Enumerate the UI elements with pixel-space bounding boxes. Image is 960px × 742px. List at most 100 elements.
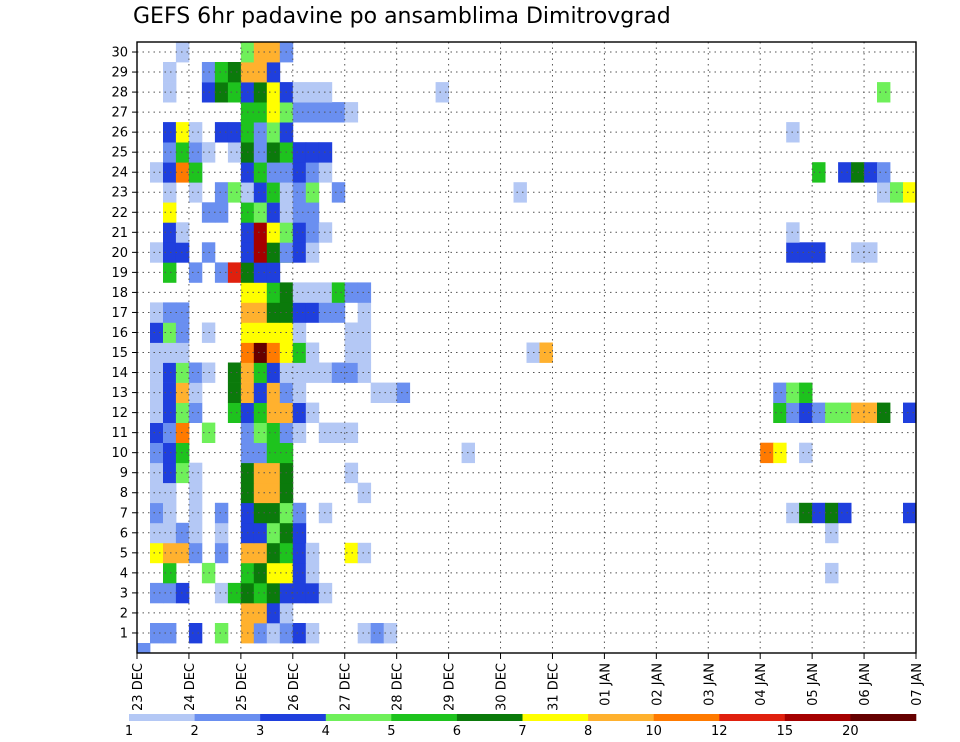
cell-m11-s15 [175,422,190,443]
x-tick-label-30-dec: 30 DEC [495,663,510,711]
cell-m25-s15 [175,142,190,163]
y-tick-label-25: 25 [111,146,128,161]
cell-m7-s18 [214,502,229,524]
cell-m21-s21 [253,222,268,243]
cell-m18-s29 [357,282,372,303]
cell-m19-s16 [188,262,203,283]
cell-m26-s18 [214,122,229,143]
cell-m8-s29 [357,482,372,504]
colorbar-swatch-4 [325,714,392,721]
x-tick-label-27-dec: 27 DEC [339,663,354,711]
x-tick-label-31-dec: 31 DEC [546,663,561,711]
cell-m26-s22 [266,122,281,143]
cell-m3-s15 [175,582,190,604]
cell-m23-s19 [227,182,242,203]
cell-m16-s29 [357,322,372,343]
cell-m20-s15 [175,242,190,263]
cell-m3-s25 [305,582,320,604]
cell-m13-s63 [799,382,813,403]
cell-m6-s15 [175,522,190,544]
cell-m18-s74 [942,282,955,302]
cell-m3-s24 [292,582,307,604]
cell-m12-s68 [864,402,878,423]
cell-m15-s43 [539,342,553,363]
cell-m14-s28 [344,362,359,383]
colorbar-swatch-8 [588,714,654,721]
cell-m0-s10 [111,643,124,663]
cell-m5-s24 [292,542,307,564]
cell-m3-s14 [163,582,177,604]
cell-m12-s14 [163,402,177,423]
y-tick-label-16: 16 [111,326,128,341]
cell-m14-s14 [163,362,177,383]
cell-m6-s24 [292,522,307,544]
cell-m12-s16 [188,402,203,423]
colorbar-swatch-9 [653,714,720,721]
cell-m19-s75 [955,262,960,282]
cell-m1-s29 [357,623,372,644]
cell-m15-s21 [253,342,268,363]
cell-m17-s15 [175,302,190,323]
cell-m24-s14 [163,162,177,183]
cell-m26-s21 [253,122,268,143]
cell-m21-s25 [305,222,320,243]
cell-m21-s24 [292,222,307,243]
colorbar-label-20: 20 [842,724,859,739]
x-tick-label-01-jan: 01 JAN [598,663,613,706]
cell-m7-s13 [150,502,164,524]
cell-m19-s18 [214,262,229,283]
cell-m9-s16 [188,462,203,484]
cell-m21-s15 [175,222,190,243]
cell-m12-s64 [812,402,826,423]
cell-m3-s21 [253,582,268,604]
cell-m7-s16 [188,502,203,524]
cell-m13-s15 [175,382,190,403]
cell-m17-s75 [955,302,960,322]
y-tick-label-2: 2 [120,606,128,621]
cell-m23-s14 [163,182,177,203]
cell-m1-s16 [188,623,203,644]
cell-m6-s14 [163,522,177,544]
y-tick-label-6: 6 [120,526,128,541]
y-tick-label-24: 24 [111,166,128,181]
cell-m11-s73 [929,423,942,443]
cell-m10-s63 [799,442,813,464]
cell-m2-s22 [266,602,281,624]
cell-m24-s64 [812,162,826,183]
cell-m7-s22 [266,502,281,524]
colorbar-swatch-6 [456,714,523,721]
y-tick-label-13: 13 [111,386,128,401]
cell-m1-s18 [214,623,229,644]
cell-m12-s15 [175,402,190,423]
colorbar-swatch-1 [129,714,195,721]
y-tick-label-29: 29 [111,66,128,81]
colorbar-label-3: 3 [256,724,264,739]
y-tick-label-20: 20 [111,246,128,261]
cell-m10-s15 [175,442,190,464]
colorbar-label-1: 1 [125,724,133,739]
cell-m8-s21 [253,482,268,504]
cell-m14-s25 [305,362,320,383]
cell-m9-s14 [163,462,177,484]
cell-m5-s29 [357,542,372,564]
cell-m1-s25 [305,623,320,644]
cell-m16-s24 [292,322,307,343]
plot-frame [136,41,917,654]
cell-m11-s28 [344,422,359,443]
x-tick-label-04-jan: 04 JAN [754,663,769,706]
colorbar-swatch-5 [391,714,458,721]
y-tick-label-17: 17 [111,306,128,321]
cell-m19-s14 [163,262,177,283]
cell-m23-s16 [188,182,203,203]
colorbar-label-7: 7 [518,724,526,739]
y-tick-label-9: 9 [120,466,128,481]
cell-m18-s25 [305,282,320,303]
cell-m21-s22 [266,222,281,243]
cell-m19-s22 [266,262,281,283]
cell-m30-s21 [253,42,268,63]
cell-m14-s29 [357,362,372,383]
cell-m22-s25 [305,202,320,223]
cell-m14-s19 [227,362,242,383]
cell-m24-s25 [305,162,320,183]
cell-m17-s25 [305,302,320,323]
